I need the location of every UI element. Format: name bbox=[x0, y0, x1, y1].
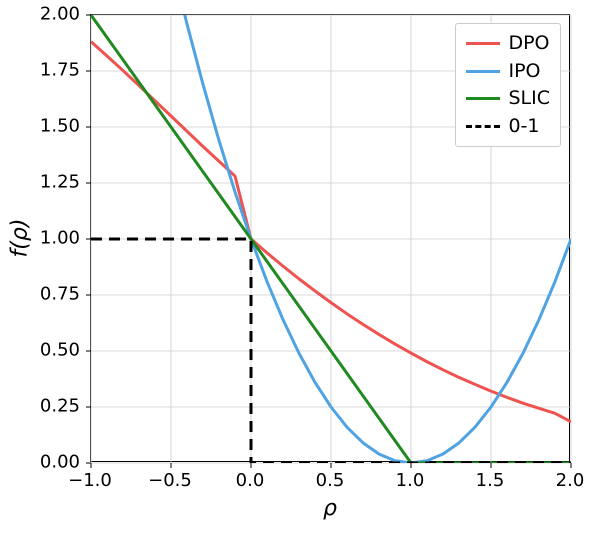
legend-swatch bbox=[466, 42, 500, 45]
legend-swatch bbox=[466, 70, 500, 73]
y-tick-label: 0.00 bbox=[40, 452, 80, 473]
x-tick-label: 1.5 bbox=[476, 470, 505, 491]
y-tick-label: 0.25 bbox=[40, 396, 80, 417]
y-tick-label: 0.75 bbox=[40, 284, 80, 305]
legend-label: 0-1 bbox=[508, 113, 539, 141]
plot-area: DPOIPOSLIC0-1 bbox=[90, 14, 570, 462]
x-tick-label: 1.0 bbox=[396, 470, 425, 491]
legend-label: IPO bbox=[508, 58, 540, 86]
legend-swatch bbox=[466, 97, 500, 100]
legend-item-slic: SLIC bbox=[466, 85, 550, 113]
y-axis-label: f(ρ) bbox=[8, 219, 33, 258]
legend-item-dpo: DPO bbox=[466, 30, 550, 58]
y-tick-label: 0.50 bbox=[40, 340, 80, 361]
legend-label: DPO bbox=[508, 30, 549, 58]
x-tick-label: −1.0 bbox=[68, 470, 112, 491]
x-tick-label: 0.0 bbox=[236, 470, 265, 491]
y-tick-label: 1.00 bbox=[40, 228, 80, 249]
y-tick-label: 1.50 bbox=[40, 116, 80, 137]
y-tick-label: 2.00 bbox=[40, 4, 80, 25]
legend-item-0-1: 0-1 bbox=[466, 113, 550, 141]
legend: DPOIPOSLIC0-1 bbox=[455, 23, 561, 147]
legend-label: SLIC bbox=[508, 85, 550, 113]
y-tick-label: 1.75 bbox=[40, 60, 80, 81]
y-tick-label: 1.25 bbox=[40, 172, 80, 193]
legend-item-ipo: IPO bbox=[466, 58, 550, 86]
legend-swatch bbox=[466, 125, 500, 128]
x-axis-label: ρ bbox=[323, 496, 337, 521]
figure: DPOIPOSLIC0-1 −1.0 −0.5 0.0 0.5 1.0 1.5 2.0 0.… bbox=[0, 0, 590, 541]
x-tick-label: 0.5 bbox=[316, 470, 345, 491]
x-tick-label: 2.0 bbox=[556, 470, 585, 491]
x-tick-label: −0.5 bbox=[148, 470, 192, 491]
